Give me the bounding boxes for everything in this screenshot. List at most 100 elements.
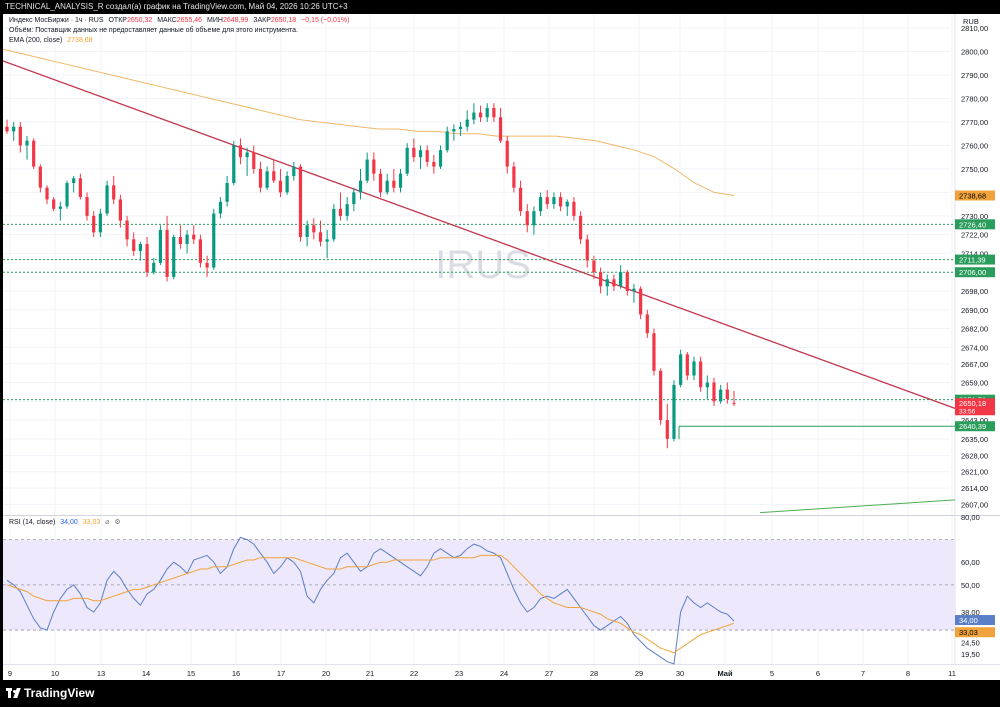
candle[interactable]	[298, 166, 303, 238]
candle[interactable]	[365, 159, 369, 181]
candle[interactable]	[512, 166, 516, 188]
candle[interactable]	[158, 229, 163, 263]
candle[interactable]	[645, 314, 649, 334]
candle[interactable]	[725, 389, 729, 399]
candle[interactable]	[392, 180, 396, 188]
candle[interactable]	[345, 204, 349, 216]
candle[interactable]	[325, 239, 329, 242]
candle[interactable]	[625, 272, 629, 291]
candle[interactable]	[272, 171, 276, 181]
candle[interactable]	[578, 215, 583, 240]
candle[interactable]	[639, 288, 643, 315]
candle[interactable]	[45, 187, 49, 200]
candle[interactable]	[732, 402, 736, 404]
candle[interactable]	[125, 220, 129, 240]
candle[interactable]	[192, 234, 196, 240]
candle[interactable]	[305, 225, 309, 238]
candle[interactable]	[565, 201, 569, 207]
instrument-label[interactable]: Индекс МосБиржи · 1ч · RUS	[9, 17, 104, 24]
candle[interactable]	[492, 107, 496, 118]
candle[interactable]	[412, 147, 416, 158]
candle[interactable]	[12, 126, 16, 132]
rsi-ma-line[interactable]	[6, 554, 735, 654]
tradingview-logo[interactable]: TradingView	[6, 686, 94, 700]
candle[interactable]	[25, 140, 29, 146]
candle[interactable]	[32, 140, 36, 167]
rising-trendline[interactable]	[759, 499, 956, 514]
candle[interactable]	[692, 361, 696, 376]
candle[interactable]	[592, 260, 596, 273]
candle[interactable]	[92, 215, 96, 233]
candle[interactable]	[18, 126, 22, 146]
candle[interactable]	[525, 211, 529, 226]
candle[interactable]	[538, 197, 543, 212]
candle[interactable]	[5, 126, 9, 132]
candle[interactable]	[445, 131, 449, 151]
candle[interactable]	[238, 145, 243, 158]
candle[interactable]	[378, 173, 383, 193]
candle[interactable]	[672, 384, 676, 439]
candle[interactable]	[545, 197, 549, 205]
candle[interactable]	[398, 173, 403, 188]
eye-off-icon[interactable]: ⌀	[105, 519, 110, 526]
candle[interactable]	[585, 239, 589, 261]
candle[interactable]	[252, 152, 256, 169]
candle[interactable]	[212, 213, 216, 268]
currency-label[interactable]: RUB	[963, 17, 979, 26]
candle[interactable]	[599, 272, 603, 287]
chart-svg[interactable]: IRUS2810,002800,002790,002780,002770,002…	[3, 14, 1000, 680]
candle[interactable]	[112, 185, 116, 200]
candle[interactable]	[652, 333, 656, 371]
candle[interactable]	[438, 150, 443, 167]
ema-legend[interactable]: EMA (200, close) 2738,68	[9, 37, 93, 44]
candle[interactable]	[558, 197, 563, 207]
candle[interactable]	[285, 175, 289, 193]
candle[interactable]	[145, 244, 149, 273]
candle[interactable]	[665, 420, 669, 439]
candle[interactable]	[458, 126, 463, 130]
candle[interactable]	[425, 150, 429, 162]
candle[interactable]	[225, 183, 229, 202]
candle[interactable]	[198, 239, 203, 263]
rsi-legend[interactable]: RSI (14, close) 34,00 33,03 ⌀ ⚙	[9, 518, 121, 526]
candle[interactable]	[432, 161, 436, 167]
candle[interactable]	[52, 199, 56, 209]
candle[interactable]	[472, 112, 476, 120]
candle[interactable]	[465, 119, 469, 127]
descending-trendline[interactable]	[3, 60, 956, 409]
candle[interactable]	[719, 389, 723, 402]
candle[interactable]	[172, 237, 176, 277]
candle[interactable]	[659, 370, 663, 421]
candle[interactable]	[165, 229, 169, 277]
candle[interactable]	[58, 206, 62, 209]
candle[interactable]	[518, 187, 523, 212]
candle[interactable]	[485, 107, 489, 118]
settings-icon[interactable]: ⚙	[114, 519, 121, 526]
candle[interactable]	[705, 382, 709, 388]
candle[interactable]	[292, 166, 296, 176]
candle[interactable]	[118, 199, 122, 221]
candle[interactable]	[338, 208, 343, 216]
candle[interactable]	[505, 140, 509, 167]
candle[interactable]	[332, 208, 336, 240]
candle[interactable]	[138, 244, 142, 252]
candle[interactable]	[358, 180, 363, 193]
candle[interactable]	[532, 211, 536, 226]
candle[interactable]	[572, 201, 576, 216]
candle[interactable]	[478, 112, 483, 118]
candle[interactable]	[452, 129, 456, 132]
candle[interactable]	[312, 225, 316, 233]
candle[interactable]	[258, 168, 263, 188]
candle[interactable]	[38, 166, 42, 188]
candle[interactable]	[218, 201, 223, 214]
candle[interactable]	[699, 361, 703, 388]
candle[interactable]	[265, 171, 269, 188]
candle[interactable]	[232, 145, 236, 184]
candle[interactable]	[178, 237, 183, 245]
candle[interactable]	[605, 279, 609, 287]
candle[interactable]	[352, 192, 356, 205]
candle[interactable]	[612, 279, 616, 287]
candle[interactable]	[372, 159, 376, 174]
candle[interactable]	[418, 150, 423, 158]
ema-200-line[interactable]	[3, 48, 735, 196]
